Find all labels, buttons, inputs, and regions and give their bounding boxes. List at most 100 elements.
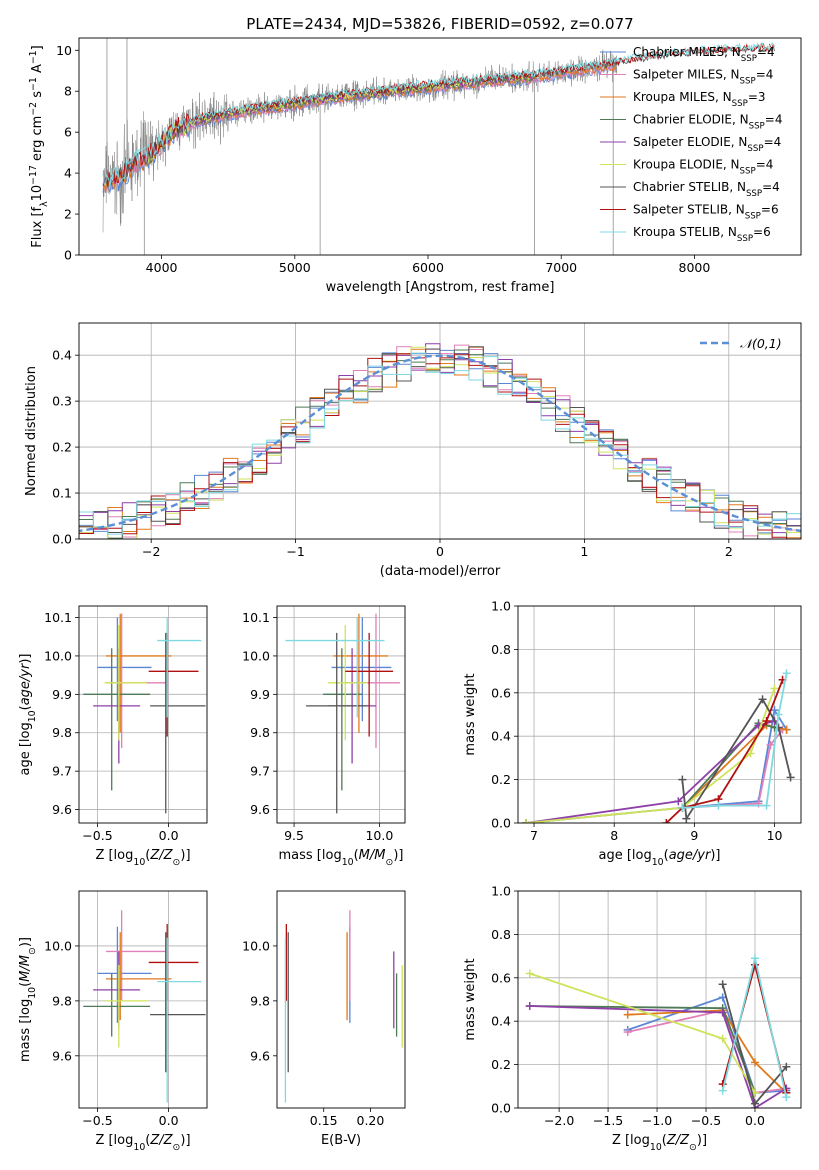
gridlines bbox=[79, 891, 207, 1108]
x-tick-label: 0.20 bbox=[357, 1113, 385, 1128]
y-axis-label: Flux [fλ10−17 erg cm−2 s−1 A−1] bbox=[28, 45, 50, 247]
axes-frame bbox=[276, 605, 406, 824]
series-marker bbox=[714, 801, 723, 810]
series-line bbox=[529, 1005, 787, 1108]
y-axis-label: age [log10(age/yr)] bbox=[18, 653, 38, 775]
x-axis-label: age [log10(age/yr)] bbox=[598, 848, 720, 868]
y-tick-label: 9.8 bbox=[52, 993, 72, 1008]
x-tick-label: −1 bbox=[286, 544, 304, 559]
y-tick-label: 10.0 bbox=[44, 648, 72, 663]
series-marker bbox=[718, 1034, 727, 1043]
x-tick-label: 9.5 bbox=[284, 828, 304, 843]
plot-area bbox=[83, 613, 206, 814]
y-tick-label: 6 bbox=[64, 125, 72, 140]
y-tick-label: 9.7 bbox=[52, 764, 72, 779]
y-tick-label: 10.0 bbox=[242, 648, 270, 663]
x-tick-label: 10 bbox=[767, 828, 783, 843]
y-tick-label: 9.6 bbox=[250, 1048, 270, 1063]
y-tick-label: 10.0 bbox=[44, 938, 72, 953]
y-tick-label: 1.0 bbox=[491, 884, 511, 899]
y-tick-label: 2 bbox=[64, 207, 72, 222]
y-axis-label: mass weight bbox=[463, 958, 478, 1040]
figure-title: PLATE=2434, MJD=53826, FIBERID=0592, z=0… bbox=[246, 15, 633, 33]
series-marker bbox=[782, 1093, 791, 1102]
legend-entry: 𝒩(0,1) bbox=[740, 336, 782, 351]
x-tick-label: 0 bbox=[436, 544, 444, 559]
plot-area bbox=[522, 669, 795, 823]
x-tick-label: 2 bbox=[725, 544, 733, 559]
legend: Chabrier MILES, NSSP=4 Salpeter MILES, NS… bbox=[600, 45, 782, 244]
y-axis-label: mass [log10(M/M⊙)] bbox=[18, 937, 38, 1062]
y-tick-label: 4 bbox=[64, 166, 72, 181]
x-tick-label: −0.5 bbox=[82, 828, 112, 843]
x-tick-label: −2.0 bbox=[544, 1113, 574, 1128]
x-axis-label: Z [log10(Z/Z⊙)] bbox=[95, 1133, 190, 1153]
y-tick-label: 0.6 bbox=[491, 970, 511, 985]
series-marker bbox=[774, 710, 783, 719]
y-tick-label: 10.0 bbox=[242, 938, 270, 953]
legend-entry: Chabrier ELODIE, NSSP=4 bbox=[633, 113, 782, 132]
x-tick-label: −0.5 bbox=[691, 1113, 721, 1128]
series-line bbox=[721, 964, 788, 1094]
y-tick-label: 0.8 bbox=[491, 927, 511, 942]
series-marker bbox=[525, 969, 534, 978]
y-tick-label: 10 bbox=[56, 43, 72, 58]
series-line bbox=[682, 707, 788, 809]
series-line bbox=[525, 688, 776, 823]
y-tick-label: 9.8 bbox=[250, 725, 270, 740]
series-marker bbox=[746, 749, 755, 758]
y-tick-label: 0.2 bbox=[52, 440, 72, 455]
x-axis-label: mass [log10(M/M⊙)] bbox=[279, 848, 404, 868]
ticks: −0.5 0.0 9.6 9.7 9.8 9.9 10.0 10.1 bbox=[44, 610, 178, 843]
x-tick-label: −1.0 bbox=[642, 1113, 672, 1128]
panel-mass-weight-vs-age: 7 8 9 10 0.0 0.2 0.4 0.6 0.8 1.0 age [log10(age/yr… bbox=[463, 599, 802, 868]
y-tick-label: 10.1 bbox=[242, 610, 270, 625]
series-marker bbox=[750, 1099, 759, 1108]
y-tick-label: 9.6 bbox=[250, 802, 270, 817]
plot-area bbox=[525, 954, 791, 1108]
y-tick-label: 9.9 bbox=[52, 687, 72, 702]
x-tick-label: 5000 bbox=[279, 260, 311, 275]
y-tick-label: 0.4 bbox=[491, 1014, 511, 1029]
x-tick-label: −1.5 bbox=[593, 1113, 623, 1128]
series-line bbox=[627, 1009, 787, 1094]
x-tick-label: −2 bbox=[142, 544, 160, 559]
x-axis-label: wavelength [Angstrom, rest frame] bbox=[326, 280, 555, 295]
ticks: −0.5 0.0 9.6 9.8 10.0 bbox=[44, 938, 178, 1128]
series-marker bbox=[774, 723, 783, 732]
series-marker bbox=[522, 819, 531, 823]
series-marker bbox=[718, 980, 727, 989]
y-tick-label: 0.0 bbox=[52, 532, 72, 547]
series-line bbox=[529, 972, 756, 1094]
y-tick-label: 0.8 bbox=[491, 642, 511, 657]
x-tick-label: 0.15 bbox=[310, 1113, 338, 1128]
series-marker bbox=[750, 1058, 759, 1067]
series-marker bbox=[662, 819, 671, 823]
panel-age-vs-mass: 9.5 10.0 9.6 9.7 9.8 9.9 10.0 10.1 mass [log10(M… bbox=[242, 605, 406, 868]
gridlines bbox=[79, 606, 207, 823]
y-tick-label: 0 bbox=[64, 248, 72, 263]
axes-frame bbox=[517, 605, 802, 824]
y-tick-label: 9.8 bbox=[52, 725, 72, 740]
x-tick-label: 8000 bbox=[679, 260, 711, 275]
y-tick-label: 0.2 bbox=[491, 1057, 511, 1072]
y-tick-label: 0.3 bbox=[52, 394, 72, 409]
series-marker bbox=[762, 801, 771, 810]
histogram-step bbox=[79, 352, 801, 537]
y-tick-label: 9.9 bbox=[250, 687, 270, 702]
ticks: 9.5 10.0 9.6 9.7 9.8 9.9 10.0 10.1 bbox=[242, 610, 393, 843]
y-tick-label: 0.2 bbox=[491, 772, 511, 787]
y-tick-label: 9.7 bbox=[250, 764, 270, 779]
series-marker bbox=[782, 669, 791, 678]
ticks: 0.15 0.20 9.6 9.8 10.0 bbox=[242, 938, 384, 1128]
y-tick-label: 0.6 bbox=[491, 685, 511, 700]
ticks: 7 8 9 10 0.0 0.2 0.4 0.6 0.8 1.0 bbox=[491, 599, 782, 844]
x-axis-label: E(B-V) bbox=[321, 1133, 361, 1148]
panel-residuals: −2 −1 0 1 2 0.0 0.1 0.2 0.3 0.4 (data-model)/error… bbox=[24, 322, 802, 579]
model-line bbox=[147, 73, 535, 158]
series-marker bbox=[762, 717, 771, 726]
y-tick-label: 9.8 bbox=[250, 993, 270, 1008]
legend-entry: Chabrier STELIB, NSSP=4 bbox=[633, 180, 780, 199]
